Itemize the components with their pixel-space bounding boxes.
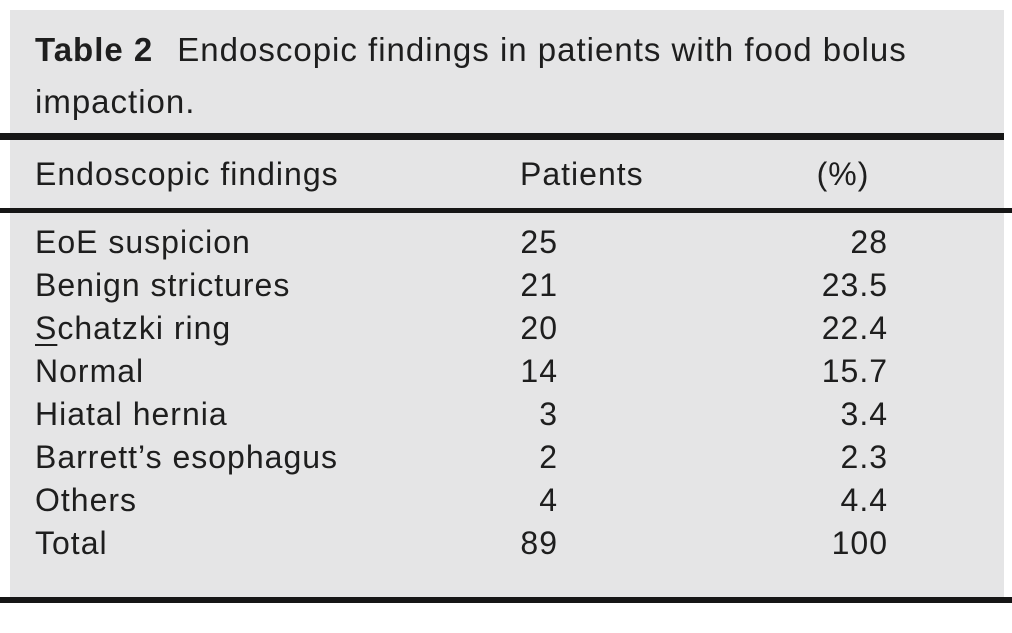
row-patients-value: 25 [520,224,558,260]
table-row: Schatzki ring 20 22.4 [10,307,1004,350]
row-patients-value: 89 [520,525,558,561]
table-panel: Table 2 Endoscopic findings in patients w… [0,10,1012,603]
row-percent-value: 2.3 [840,439,888,475]
table-number: Table 2 [35,31,154,68]
table-body: EoE suspicion 25 28 Benign strictures 21… [10,213,1004,565]
header-divider [0,208,1012,213]
row-percent-value: 22.4 [821,310,888,346]
bottom-divider [0,597,1012,603]
row-patients-value: 21 [520,267,558,303]
table-header-row: Endoscopic findings Patients (%) [10,140,1004,208]
table-row-total: Total 89 100 [10,522,1004,565]
column-header-patients: Patients [520,155,644,192]
table-caption: Table 2 Endoscopic findings in patients w… [10,10,1004,133]
row-percent-value: 4.4 [840,482,888,518]
row-percent-value: 28 [850,224,888,260]
row-patients-value: 4 [539,482,558,518]
row-percent-value: 3.4 [840,396,888,432]
row-label: Total [35,525,108,561]
row-label: Benign strictures [35,267,291,303]
row-patients-value: 3 [539,396,558,432]
row-patients-value: 14 [520,353,558,389]
row-label: EoE suspicion [35,224,251,260]
row-label-underlined-letter: S [35,310,58,346]
row-patients-value: 20 [520,310,558,346]
row-percent-value: 15.7 [821,353,888,389]
row-label: Others [35,482,138,518]
table-row: Others 4 4.4 [10,479,1004,522]
row-label: Schatzki ring [35,307,520,350]
column-header-percent: (%) [816,155,870,192]
column-header-findings: Endoscopic findings [35,155,339,192]
row-label: Barrett’s esophagus [35,439,339,475]
table-row: Barrett’s esophagus 2 2.3 [10,436,1004,479]
top-divider [0,133,1004,140]
row-label-rest: chatzki ring [57,310,232,346]
table-row: Normal 14 15.7 [10,350,1004,393]
row-label: Hiatal hernia [35,396,228,432]
table-caption-text: Endoscopic findings in patients with foo… [35,31,907,120]
table-row: Hiatal hernia 3 3.4 [10,393,1004,436]
row-percent-value: 100 [831,525,888,561]
table-row: EoE suspicion 25 28 [10,221,1004,264]
row-label: Normal [35,353,145,389]
table-row: Benign strictures 21 23.5 [10,264,1004,307]
row-percent-value: 23.5 [821,267,888,303]
row-patients-value: 2 [539,439,558,475]
